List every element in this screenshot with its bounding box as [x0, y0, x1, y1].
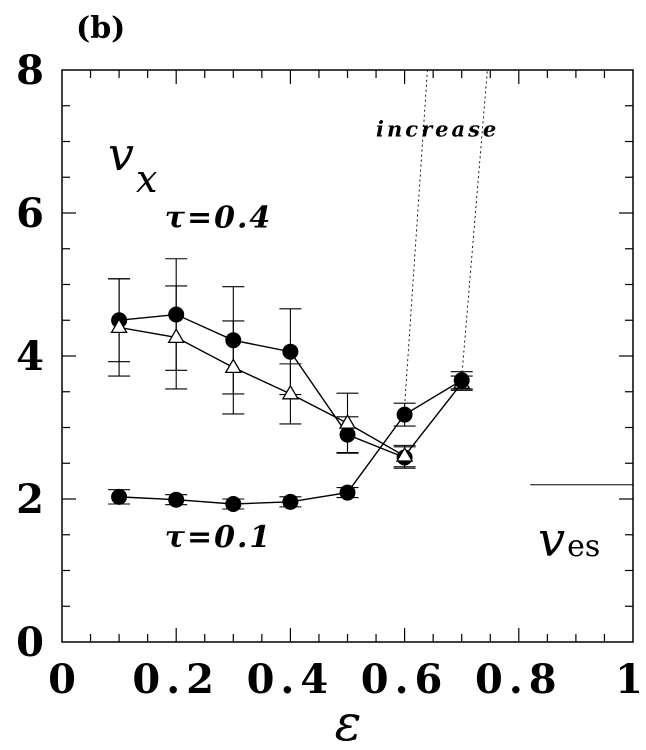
- reference-line-label-sub: es: [567, 529, 600, 564]
- annotations: increase τ=0.4 τ=0.1: [165, 116, 499, 555]
- data-point: [110, 318, 128, 333]
- annotation: increase: [376, 116, 499, 141]
- data-point: [396, 406, 413, 423]
- dotted-guide-line: [404, 69, 428, 407]
- y-tick-label: 6: [16, 190, 44, 237]
- y-tick-labels: 0 2 4 6 8: [16, 47, 44, 666]
- reference-line-label: ves: [538, 512, 600, 568]
- y-axis-label: vx: [108, 127, 157, 201]
- y-tick-label: 4: [16, 333, 44, 380]
- data-point: [282, 493, 299, 510]
- data-point: [453, 372, 470, 389]
- series-line: [119, 313, 405, 459]
- dotted-lines: [404, 69, 488, 407]
- axis-ticks: [62, 70, 633, 642]
- data-point: [395, 446, 414, 462]
- annotation: τ=0.4: [165, 200, 273, 235]
- data-point: [167, 328, 185, 344]
- data-point: [281, 384, 300, 400]
- data-point: [282, 343, 299, 360]
- y-tick-label: 8: [16, 47, 44, 94]
- panel-label: (b): [76, 11, 125, 46]
- x-tick-label: 0.2: [132, 656, 220, 703]
- data-point: [168, 491, 185, 508]
- reference-line-label-main: v: [538, 512, 565, 568]
- x-tick-label: 0.4: [247, 656, 335, 703]
- y-tick-label: 2: [16, 476, 44, 523]
- x-tick-label: 1: [615, 656, 643, 703]
- y-axis-label-main: v: [108, 127, 134, 181]
- x-tick-label: 0: [48, 656, 76, 703]
- x-tick-labels: 0 0.2 0.4 0.6 0.8 1: [48, 656, 643, 703]
- x-tick-label: 0.6: [361, 656, 449, 703]
- y-axis-label-sub: x: [136, 157, 157, 201]
- data-point: [224, 358, 242, 374]
- dotted-guide-line: [461, 69, 488, 378]
- series-group: [108, 258, 473, 513]
- data-point: [225, 496, 242, 513]
- data-point: [339, 426, 356, 443]
- x-tick-label: 0.8: [475, 656, 563, 703]
- y-tick-label: 0: [16, 619, 44, 666]
- x-axis-label: ε: [335, 694, 362, 750]
- data-point: [168, 306, 185, 323]
- data-point: [225, 332, 242, 349]
- annotation: τ=0.1: [165, 520, 273, 555]
- data-point: [111, 488, 128, 505]
- data-point: [339, 484, 356, 501]
- data-point: [338, 413, 357, 429]
